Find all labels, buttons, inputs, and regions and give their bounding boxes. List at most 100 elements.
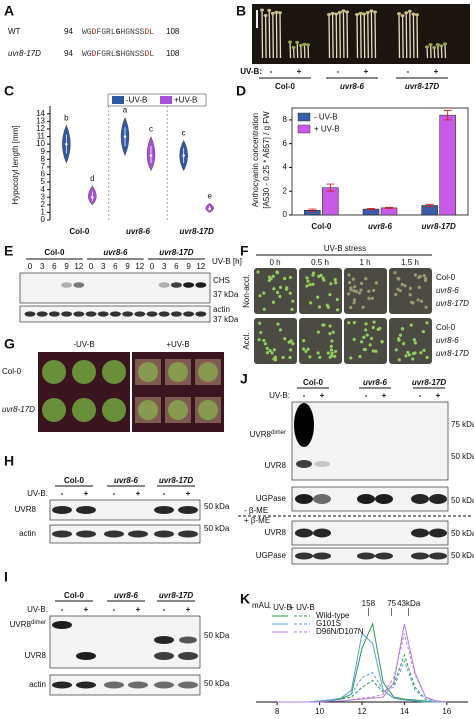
size-marker: 75	[387, 599, 396, 608]
band-label-base: UVR8	[10, 620, 32, 629]
seedling	[257, 338, 261, 342]
cotyledon	[288, 40, 292, 44]
seedling	[329, 354, 334, 358]
residue: WG	[82, 50, 92, 59]
marker: 50 kDa	[451, 496, 474, 505]
panel-label: I	[4, 569, 8, 585]
plot-frame	[291, 107, 469, 216]
blot	[49, 524, 201, 544]
seedling	[335, 13, 338, 59]
seedling	[362, 335, 366, 339]
seedling	[356, 14, 359, 59]
marker: 50 kDa	[451, 529, 474, 538]
band	[24, 311, 36, 317]
seedling	[283, 337, 287, 341]
seedling	[322, 278, 326, 282]
seedling	[291, 341, 295, 346]
cotyledon	[411, 12, 416, 16]
seedling	[403, 284, 407, 288]
band-label: 37 kDa	[213, 315, 239, 324]
residue: HGNSS	[120, 28, 144, 37]
median	[208, 207, 211, 210]
band	[357, 494, 375, 504]
band	[73, 282, 85, 288]
band	[178, 506, 198, 514]
treatment: -	[163, 489, 166, 498]
band	[134, 311, 146, 317]
band	[429, 494, 447, 504]
seedling	[425, 355, 429, 360]
seedling	[308, 301, 313, 305]
genotype: uvr8-17D	[436, 349, 469, 358]
seedling	[275, 12, 278, 59]
seedling	[264, 15, 267, 59]
seedling	[267, 275, 272, 279]
band	[313, 552, 331, 560]
seedling	[271, 300, 276, 304]
y-tick-label: 3	[41, 192, 46, 201]
significance-letter: b	[64, 113, 69, 122]
seedling	[421, 329, 425, 334]
seedling	[342, 10, 345, 59]
median	[123, 135, 127, 138]
band	[295, 494, 313, 504]
x-tick-label: 12	[358, 707, 367, 716]
seedling	[346, 11, 349, 59]
median	[182, 154, 185, 157]
treatment: -	[419, 391, 422, 400]
seedling	[437, 44, 439, 59]
band	[313, 494, 331, 504]
seedling	[272, 357, 276, 361]
seedling	[394, 348, 398, 352]
legend-swatch	[112, 96, 124, 104]
band-label: UVR8	[25, 651, 47, 660]
residue: L	[149, 50, 154, 59]
seedling	[425, 321, 429, 325]
band	[154, 530, 174, 538]
seedling	[409, 323, 413, 327]
seedling	[290, 307, 294, 312]
seedling	[359, 13, 362, 59]
seedling	[331, 13, 334, 59]
blot	[49, 615, 201, 669]
rosette	[72, 398, 96, 422]
y-tick-label: 0	[283, 210, 288, 219]
marker: 75 kDa	[451, 420, 474, 429]
band	[52, 530, 72, 538]
band	[429, 552, 447, 560]
seedling	[398, 289, 402, 293]
panel-label: H	[4, 453, 14, 469]
seedling	[330, 351, 334, 355]
seedling	[333, 349, 338, 354]
treatment: +	[364, 67, 369, 76]
cotyledon	[400, 14, 405, 18]
seedling	[396, 287, 400, 291]
treatment: +	[382, 391, 387, 400]
uvb-label: UV-B:	[27, 489, 48, 498]
marker: 50 kDa	[451, 452, 474, 461]
timepoint: 3	[40, 262, 45, 271]
band-label: UVR8	[265, 528, 287, 537]
y-axis-label: mAU	[252, 601, 270, 610]
seedling	[347, 280, 352, 285]
seedling	[364, 322, 368, 326]
timepoint: 12	[74, 262, 83, 271]
seedling	[429, 44, 432, 59]
seedling	[376, 327, 380, 332]
treatment: -	[163, 605, 166, 614]
legend-swatch	[297, 124, 311, 134]
genotype: Col-0	[275, 82, 296, 91]
seedling	[401, 15, 404, 59]
seedling	[305, 284, 309, 288]
x-tick-label: uvr8-17D	[180, 227, 214, 236]
seedling	[380, 339, 384, 344]
seedling	[318, 355, 322, 359]
seedling	[270, 351, 274, 355]
seedling	[371, 325, 375, 330]
bar	[322, 187, 339, 216]
treatment: -	[113, 489, 116, 498]
timepoint: 0	[150, 262, 155, 271]
treatment: +	[84, 489, 89, 498]
y-axis-label: Anthocyanin concentration	[251, 113, 260, 207]
y-tick-label: 5	[41, 177, 46, 186]
